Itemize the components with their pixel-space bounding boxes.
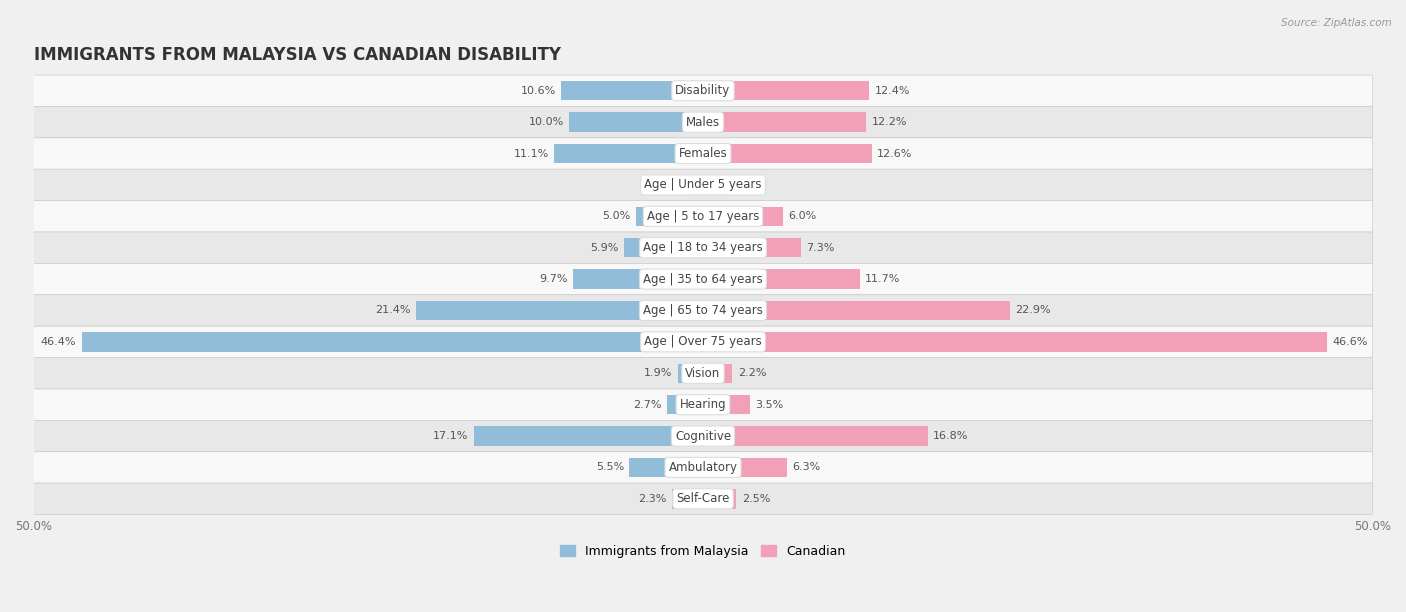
Text: 46.6%: 46.6% <box>1333 337 1368 347</box>
Text: 9.7%: 9.7% <box>540 274 568 284</box>
Bar <box>703 395 749 414</box>
Text: 11.7%: 11.7% <box>865 274 900 284</box>
Text: 2.3%: 2.3% <box>638 494 666 504</box>
Text: 12.6%: 12.6% <box>877 149 912 159</box>
Bar <box>703 427 928 446</box>
Text: 22.9%: 22.9% <box>1015 305 1050 316</box>
Text: Age | Over 75 years: Age | Over 75 years <box>644 335 762 348</box>
Text: 1.9%: 1.9% <box>644 368 672 378</box>
Bar <box>703 144 872 163</box>
Bar <box>689 175 703 195</box>
FancyBboxPatch shape <box>34 295 1372 326</box>
Text: Age | 35 to 64 years: Age | 35 to 64 years <box>643 272 763 286</box>
Bar <box>554 144 703 163</box>
Bar <box>630 458 703 477</box>
Text: 5.0%: 5.0% <box>602 211 631 222</box>
FancyBboxPatch shape <box>34 138 1372 170</box>
FancyBboxPatch shape <box>34 170 1372 201</box>
Bar <box>416 300 703 320</box>
FancyBboxPatch shape <box>34 201 1372 232</box>
Bar <box>703 489 737 509</box>
FancyBboxPatch shape <box>34 357 1372 389</box>
Text: Cognitive: Cognitive <box>675 430 731 442</box>
Text: Ambulatory: Ambulatory <box>668 461 738 474</box>
Bar <box>678 364 703 383</box>
Bar <box>703 81 869 100</box>
Text: IMMIGRANTS FROM MALAYSIA VS CANADIAN DISABILITY: IMMIGRANTS FROM MALAYSIA VS CANADIAN DIS… <box>34 46 561 64</box>
Text: 46.4%: 46.4% <box>41 337 76 347</box>
Text: 17.1%: 17.1% <box>433 431 468 441</box>
Bar <box>474 427 703 446</box>
Text: 5.9%: 5.9% <box>591 243 619 253</box>
Text: Vision: Vision <box>685 367 721 380</box>
Text: Age | Under 5 years: Age | Under 5 years <box>644 179 762 192</box>
FancyBboxPatch shape <box>34 452 1372 483</box>
Bar <box>672 489 703 509</box>
Text: Age | 5 to 17 years: Age | 5 to 17 years <box>647 210 759 223</box>
Bar <box>82 332 703 352</box>
Bar <box>703 332 1327 352</box>
Text: Females: Females <box>679 147 727 160</box>
Bar <box>624 238 703 258</box>
Text: 12.4%: 12.4% <box>875 86 910 95</box>
Text: 2.7%: 2.7% <box>633 400 661 409</box>
Text: 2.5%: 2.5% <box>742 494 770 504</box>
Text: 11.1%: 11.1% <box>513 149 548 159</box>
Text: 10.6%: 10.6% <box>520 86 555 95</box>
Text: 1.1%: 1.1% <box>655 180 683 190</box>
Bar <box>703 300 1010 320</box>
Bar <box>574 269 703 289</box>
Bar <box>636 207 703 226</box>
Text: Hearing: Hearing <box>679 398 727 411</box>
FancyBboxPatch shape <box>34 75 1372 106</box>
Bar <box>703 364 733 383</box>
FancyBboxPatch shape <box>34 483 1372 515</box>
Bar <box>561 81 703 100</box>
Text: Self-Care: Self-Care <box>676 492 730 506</box>
Text: Age | 65 to 74 years: Age | 65 to 74 years <box>643 304 763 317</box>
Legend: Immigrants from Malaysia, Canadian: Immigrants from Malaysia, Canadian <box>555 540 851 563</box>
Text: 1.5%: 1.5% <box>728 180 756 190</box>
FancyBboxPatch shape <box>34 420 1372 452</box>
Bar <box>703 175 723 195</box>
Text: 16.8%: 16.8% <box>934 431 969 441</box>
Bar <box>703 238 801 258</box>
Bar <box>666 395 703 414</box>
Text: 6.0%: 6.0% <box>789 211 817 222</box>
Bar <box>703 269 859 289</box>
Text: Males: Males <box>686 116 720 129</box>
Text: 12.2%: 12.2% <box>872 117 907 127</box>
Bar <box>703 458 787 477</box>
FancyBboxPatch shape <box>34 106 1372 138</box>
Text: 2.2%: 2.2% <box>738 368 766 378</box>
Text: 3.5%: 3.5% <box>755 400 783 409</box>
Text: 21.4%: 21.4% <box>375 305 411 316</box>
Text: 6.3%: 6.3% <box>793 463 821 472</box>
Text: 7.3%: 7.3% <box>806 243 835 253</box>
FancyBboxPatch shape <box>34 263 1372 295</box>
FancyBboxPatch shape <box>34 326 1372 357</box>
FancyBboxPatch shape <box>34 389 1372 420</box>
Text: 10.0%: 10.0% <box>529 117 564 127</box>
Bar <box>703 207 783 226</box>
Bar <box>569 113 703 132</box>
Text: Age | 18 to 34 years: Age | 18 to 34 years <box>643 241 763 254</box>
FancyBboxPatch shape <box>34 232 1372 263</box>
Text: 5.5%: 5.5% <box>596 463 624 472</box>
Bar <box>703 113 866 132</box>
Text: Source: ZipAtlas.com: Source: ZipAtlas.com <box>1281 18 1392 28</box>
Text: Disability: Disability <box>675 84 731 97</box>
